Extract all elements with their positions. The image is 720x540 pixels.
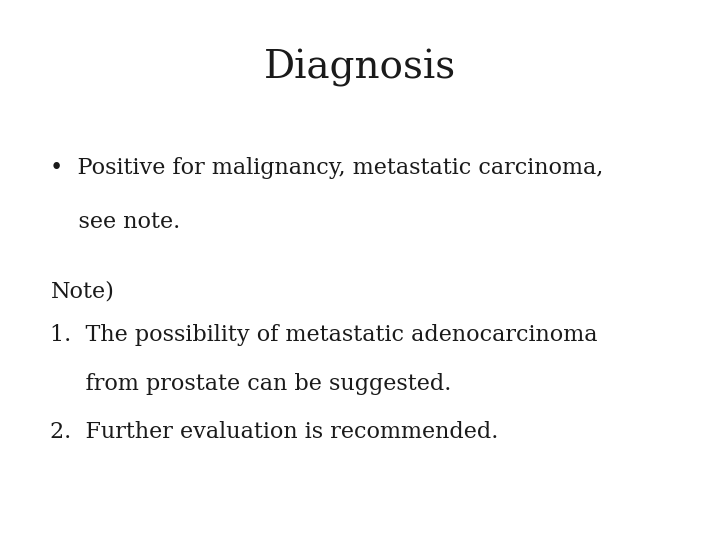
Text: •  Positive for malignancy, metastatic carcinoma,: • Positive for malignancy, metastatic ca… — [50, 157, 604, 179]
Text: Diagnosis: Diagnosis — [264, 49, 456, 86]
Text: 2.  Further evaluation is recommended.: 2. Further evaluation is recommended. — [50, 421, 499, 443]
Text: 1.  The possibility of metastatic adenocarcinoma: 1. The possibility of metastatic adenoca… — [50, 324, 598, 346]
Text: Note): Note) — [50, 281, 114, 303]
Text: from prostate can be suggested.: from prostate can be suggested. — [50, 373, 451, 395]
Text: see note.: see note. — [50, 211, 181, 233]
